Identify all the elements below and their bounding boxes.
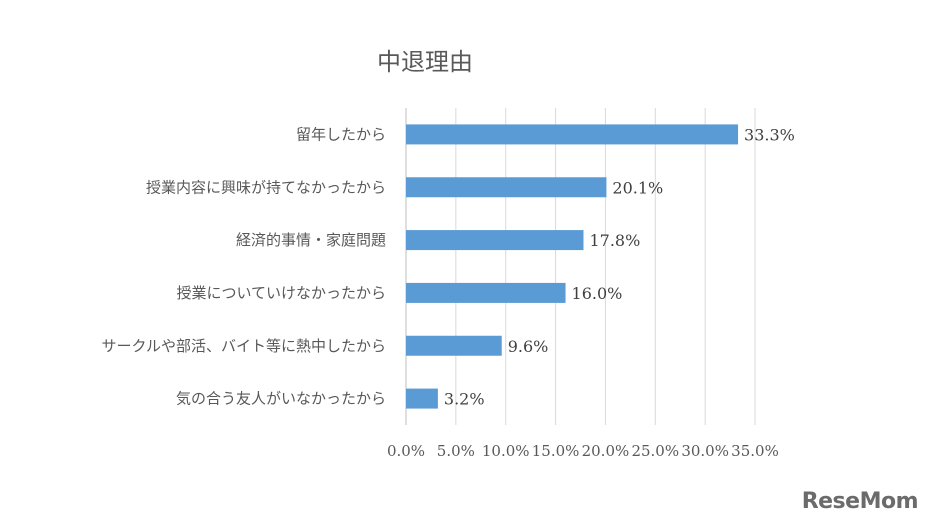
x-tick-label: 15.0% bbox=[532, 442, 580, 460]
bar bbox=[406, 388, 438, 409]
x-tick-label: 20.0% bbox=[582, 442, 630, 460]
data-label: 20.1% bbox=[612, 178, 663, 197]
category-label: 授業内容に興味が持てなかったから bbox=[146, 178, 386, 196]
data-label: 16.0% bbox=[572, 284, 623, 303]
bar bbox=[406, 177, 607, 198]
x-tick-label: 30.0% bbox=[681, 442, 729, 460]
data-label: 3.2% bbox=[444, 390, 485, 409]
category-label: 授業についていけなかったから bbox=[176, 284, 386, 302]
x-tick-label: 10.0% bbox=[482, 442, 530, 460]
category-label: 経済的事情・家庭問題 bbox=[236, 231, 386, 249]
data-label: 9.6% bbox=[508, 337, 549, 356]
x-tick-label: 25.0% bbox=[631, 442, 679, 460]
data-label: 33.3% bbox=[744, 125, 795, 144]
resemom-logo: ReseMom bbox=[801, 489, 919, 514]
bar bbox=[406, 230, 584, 251]
category-label: サークルや部活、バイト等に熱中したから bbox=[101, 337, 386, 355]
chart-title: 中退理由 bbox=[377, 48, 473, 76]
x-tick-label: 0.0% bbox=[387, 442, 425, 460]
x-tick-label: 5.0% bbox=[437, 442, 475, 460]
x-tick-label: 35.0% bbox=[731, 442, 779, 460]
category-label: 気の合う友人がいなかったから bbox=[176, 390, 386, 408]
bar bbox=[406, 282, 566, 303]
bar bbox=[406, 124, 739, 145]
data-label: 17.8% bbox=[589, 231, 640, 250]
bar bbox=[406, 335, 502, 356]
category-label: 留年したから bbox=[296, 125, 386, 143]
